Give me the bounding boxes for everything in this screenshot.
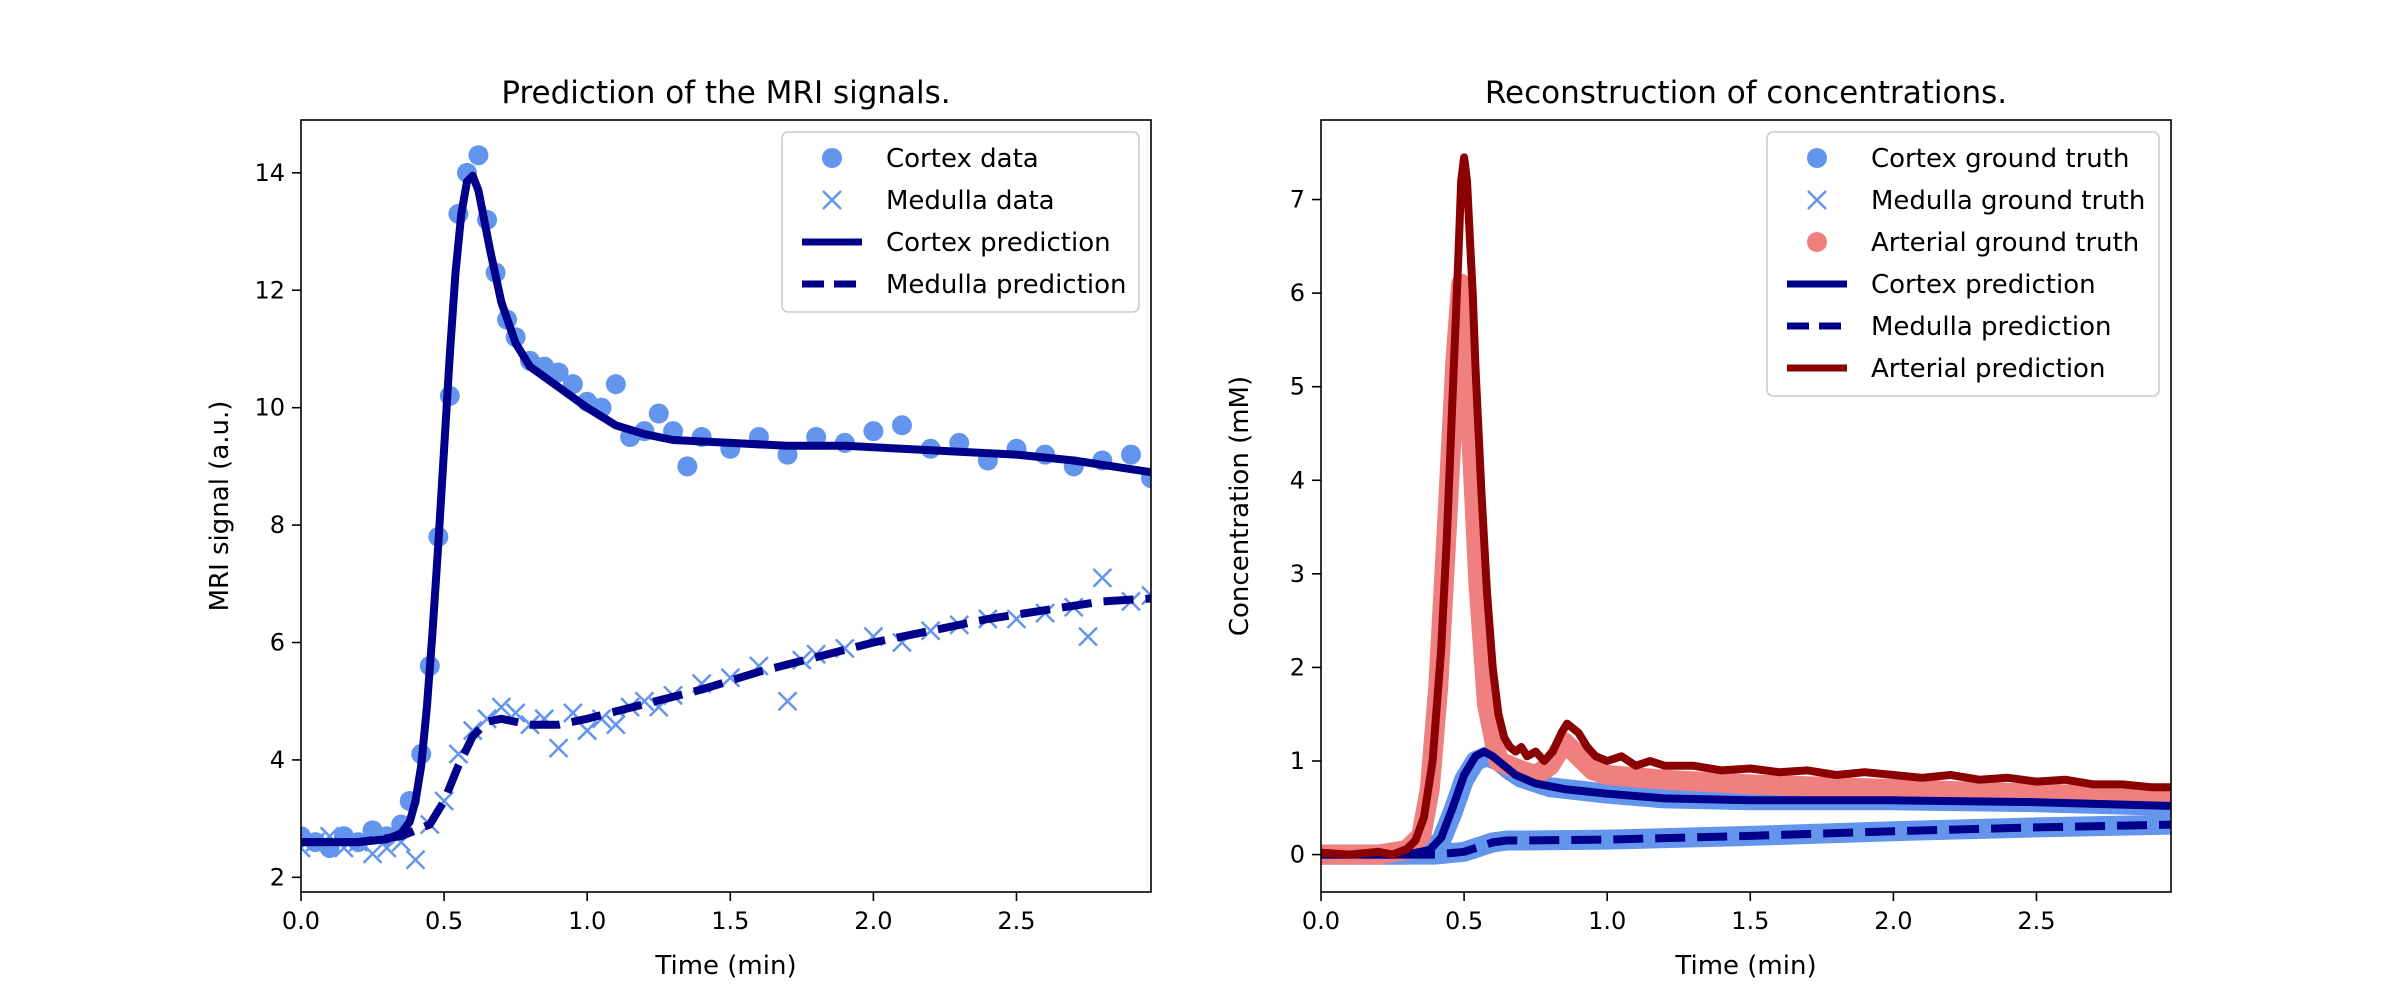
data-point bbox=[468, 145, 489, 166]
x-tick-label: 2.0 bbox=[1874, 907, 1912, 935]
y-tick-label: 5 bbox=[1290, 373, 1305, 401]
chart-title: Reconstruction of concentrations. bbox=[1485, 75, 2007, 111]
y-tick-label: 6 bbox=[1290, 279, 1305, 307]
series-line bbox=[1321, 747, 2171, 859]
x-tick-label: 2.5 bbox=[997, 907, 1035, 935]
chart-mri-signals: 0.0 0.5 1.0 1.5 2.0 2.5 2 4 6 8 10 12 14 Prediction o… bbox=[205, 75, 1152, 981]
data-point bbox=[1120, 444, 1141, 465]
data-point bbox=[605, 714, 626, 735]
data-point bbox=[491, 697, 512, 717]
data-point bbox=[577, 720, 598, 741]
data-point bbox=[1078, 626, 1098, 647]
data-point bbox=[362, 843, 383, 864]
series-line bbox=[1321, 820, 2171, 859]
y-tick-label: 2 bbox=[1290, 653, 1305, 681]
series-line bbox=[301, 594, 1151, 847]
plot-area bbox=[1321, 153, 2171, 865]
x-tick-label: 2.0 bbox=[854, 907, 892, 935]
y-tick-label: 6 bbox=[270, 628, 285, 656]
legend-box bbox=[781, 131, 1140, 313]
x-tick-label: 1.5 bbox=[1731, 907, 1769, 935]
legend: Cortex ground truth Medulla ground truth A… bbox=[1766, 131, 2160, 397]
legend-label: Arterial ground truth bbox=[1871, 228, 2139, 258]
y-axis-label: Concentration (mM) bbox=[1225, 376, 1255, 636]
x-tick-label: 0.0 bbox=[282, 907, 320, 935]
legend-marker bbox=[1807, 190, 1827, 210]
data-point bbox=[462, 720, 483, 741]
data-point bbox=[405, 849, 426, 870]
y-tick-label: 14 bbox=[254, 159, 285, 187]
data-point bbox=[605, 374, 626, 395]
axes-frame bbox=[300, 119, 1152, 893]
y-tick-label: 7 bbox=[1290, 186, 1305, 214]
series-line bbox=[301, 171, 1151, 847]
series-line bbox=[1321, 153, 2171, 859]
legend-marker bbox=[1807, 148, 1827, 168]
data-point bbox=[548, 362, 569, 383]
chart-concentrations: 0.0 0.5 1.0 1.5 2.0 2.5 0 1 2 3 4 5 6 7 Reconstruction… bbox=[1225, 75, 2172, 981]
y-tick-label: 10 bbox=[254, 394, 285, 422]
x-tick-label: 1.0 bbox=[568, 907, 606, 935]
legend-label: Cortex prediction bbox=[1871, 270, 2096, 300]
x-tick-label: 0.5 bbox=[1445, 907, 1483, 935]
x-tick-label: 0.0 bbox=[1302, 907, 1340, 935]
legend-marker bbox=[1807, 232, 1827, 252]
y-tick-label: 1 bbox=[1290, 747, 1305, 775]
y-tick-label: 12 bbox=[254, 276, 285, 304]
legend-box bbox=[1766, 131, 2160, 397]
legend-label: Cortex data bbox=[886, 144, 1039, 174]
data-point bbox=[720, 667, 741, 688]
y-tick-label: 3 bbox=[1290, 560, 1305, 588]
data-point bbox=[920, 620, 941, 641]
chart-title: Prediction of the MRI signals. bbox=[501, 75, 950, 111]
legend-label: Arterial prediction bbox=[1871, 354, 2105, 384]
y-tick-label: 0 bbox=[1290, 841, 1305, 869]
legend: Cortex data Medulla data Cortex prediction… bbox=[781, 131, 1140, 313]
axes-frame bbox=[1320, 119, 2172, 893]
legend-label: Medulla ground truth bbox=[1871, 186, 2145, 216]
legend-label: Cortex ground truth bbox=[1871, 144, 2129, 174]
data-point bbox=[1092, 568, 1113, 588]
x-tick-label: 1.0 bbox=[1588, 907, 1626, 935]
y-tick-label: 8 bbox=[270, 511, 285, 539]
x-tick-label: 0.5 bbox=[425, 907, 463, 935]
legend-label: Medulla prediction bbox=[886, 270, 1127, 300]
data-point bbox=[648, 403, 669, 424]
y-tick-label: 2 bbox=[270, 863, 285, 891]
y-tick-label: 4 bbox=[1290, 466, 1305, 494]
x-tick-label: 2.5 bbox=[2017, 907, 2055, 935]
data-point bbox=[477, 708, 497, 729]
legend-marker bbox=[822, 190, 842, 210]
legend-label: Medulla data bbox=[886, 186, 1055, 216]
legend-label: Cortex prediction bbox=[886, 228, 1111, 258]
data-point bbox=[892, 415, 913, 436]
data-point bbox=[777, 691, 798, 712]
legend-label: Medulla prediction bbox=[1871, 312, 2112, 342]
y-tick-label: 4 bbox=[270, 746, 285, 774]
x-axis-label: Time (min) bbox=[654, 951, 796, 981]
x-axis-label: Time (min) bbox=[1674, 951, 1816, 981]
data-point bbox=[548, 738, 569, 759]
y-axis-label: MRI signal (a.u.) bbox=[205, 401, 235, 612]
legend-marker bbox=[822, 148, 842, 168]
data-point bbox=[677, 456, 698, 477]
data-point bbox=[1141, 585, 1151, 606]
plot-area bbox=[301, 145, 1151, 870]
x-tick-label: 1.5 bbox=[711, 907, 749, 935]
data-point bbox=[863, 421, 884, 442]
